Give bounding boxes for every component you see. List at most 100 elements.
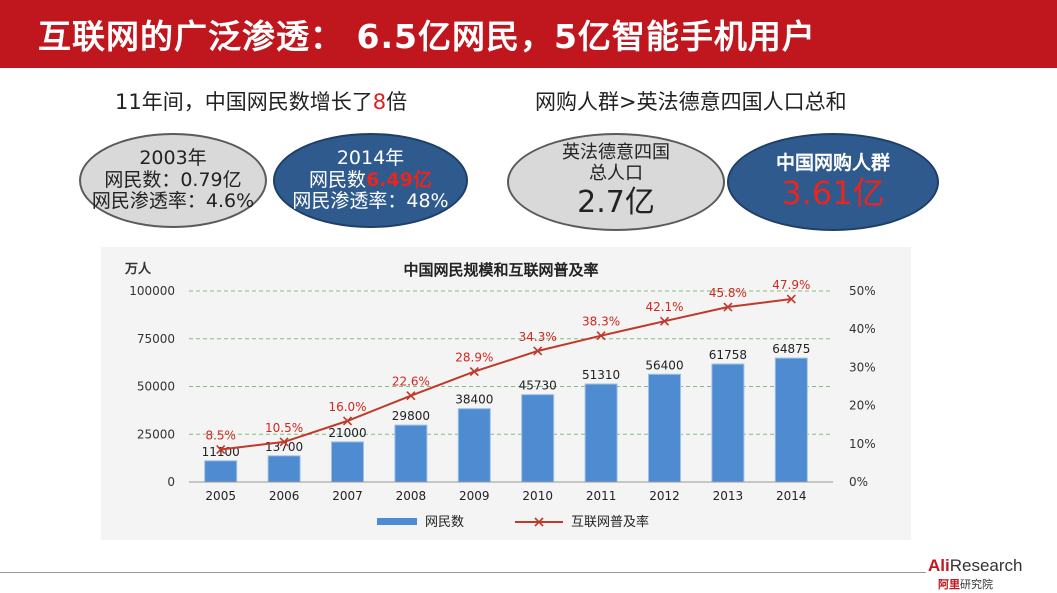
rate-marker (596, 331, 606, 341)
logo-cn-a: 阿里 (938, 578, 960, 591)
rate-marker (723, 302, 733, 312)
aliresearch-logo: AliResearch 阿里研究院 (928, 556, 1053, 591)
rate-marker-stroke (469, 367, 479, 377)
bar (584, 383, 618, 483)
rate-marker-stroke (279, 437, 289, 447)
rate-value-label: 28.9% (455, 351, 493, 365)
rate-value-label: 42.1% (645, 300, 683, 314)
right-subtitle: 网购人群>英法德意四国人口总和 (535, 90, 847, 114)
rate-marker-stroke (216, 444, 226, 455)
combo-chart: 中国网民规模和互联网普及率 万人 11100 137002100029800384… (124, 261, 876, 530)
y-right-tick-label: 0% (849, 475, 868, 489)
bubble-cn-shoppers: 中国网购人群 3.61亿 (727, 133, 939, 231)
left-subtitle-highlight: 8 (372, 90, 387, 114)
rate-marker (342, 416, 353, 426)
rate-marker-stroke (659, 316, 670, 326)
bubble-eu-population: 英法德意四国 总人口 2.7亿 (507, 133, 725, 231)
bar (521, 394, 555, 483)
bar-value-label: 64875 (772, 342, 810, 356)
legend-line-label: 互联网普及率 (571, 514, 649, 530)
logo-cn: 阿里研究院 (938, 576, 993, 592)
rate-marker (469, 367, 479, 377)
bubble-2014-year: 2014年 (336, 146, 405, 169)
rate-marker-stroke (533, 346, 543, 356)
rate-line: 8.5% 10.5% 16.0% 22.6% 28.9% 34.3% 38.3% 42.1% 4… (205, 278, 810, 455)
axes: 0 25000 50000 75000 100000 0% 10% 20% 30% 40% 50% 2… (129, 284, 875, 503)
x-tick-label: 2014 (776, 489, 807, 503)
bubble-2014-users: 网民数6.49亿 (309, 168, 432, 192)
y-left-tick-label: 0 (167, 475, 175, 489)
y-right-tick-label: 10% (849, 437, 876, 451)
bar (204, 460, 238, 483)
bar (267, 455, 301, 483)
x-tick-label: 2008 (396, 489, 427, 503)
rate-value-label: 38.3% (582, 315, 620, 329)
legend-bar-label: 网民数 (425, 515, 464, 530)
bar (648, 373, 681, 483)
rate-marker-stroke (786, 294, 796, 304)
left-subtitle-suffix: 倍 (386, 90, 408, 114)
rate-marker-stroke (596, 331, 606, 341)
bar (711, 363, 745, 483)
bubble-cn-value: 3.61亿 (781, 173, 885, 212)
bar-value-label: 11100 (202, 445, 240, 459)
bubble-2003-year: 2003年 (139, 146, 207, 169)
bubble-2003-users: 网民数：0.79亿 (104, 168, 242, 191)
bubble-eu-line2: 总人口 (589, 162, 643, 184)
rate-marker-stroke (723, 302, 733, 312)
rate-marker (406, 391, 416, 401)
left-subtitle-prefix: 11年间，中国网民数增长了 (115, 90, 373, 114)
rate-marker-stroke (342, 416, 353, 426)
x-tick-label: 2013 (713, 489, 744, 503)
rate-marker (216, 444, 226, 455)
y-left-tick-label: 75000 (137, 332, 175, 346)
bubble-2003-rate: 网民渗透率：4.6% (91, 190, 255, 213)
rate-marker (279, 437, 289, 447)
y-left-tick-label: 50000 (137, 380, 175, 394)
rate-line-path (220, 298, 792, 451)
rate-value-label: 45.8% (709, 286, 747, 300)
rate-value-label: 34.3% (519, 330, 557, 344)
rate-value-label: 47.9% (772, 278, 810, 292)
y-right-tick-label: 40% (849, 322, 876, 336)
y-right-tick-label: 30% (849, 360, 876, 374)
title-bar: 互联网的广泛渗透： 6.5亿网民，5亿智能手机用户 (0, 0, 1057, 68)
y-left-label: 万人 (124, 261, 152, 277)
logo-ali: Ali (928, 556, 950, 575)
x-tick-label: 2012 (649, 489, 680, 503)
bar-value-label: 51310 (582, 368, 620, 382)
bar-value-label: 45730 (519, 379, 557, 393)
rate-value-label: 16.0% (328, 400, 366, 414)
rate-marker (659, 316, 670, 326)
y-right-tick-label: 50% (849, 284, 876, 298)
y-left-tick-label: 25000 (137, 427, 175, 441)
page-title: 互联网的广泛渗透： 6.5亿网民，5亿智能手机用户 (38, 17, 816, 56)
rate-marker (533, 346, 543, 356)
bubble-2014-users-label: 网民数 (309, 168, 367, 191)
logo-research: Research (949, 556, 1023, 575)
bars: 11100 13700210002980038400457305131056400… (202, 342, 810, 483)
left-subtitle: 11年间，中国网民数增长了8倍 (115, 86, 407, 116)
legend: 网民数 互联网普及率 (377, 514, 649, 530)
bar (331, 441, 364, 483)
x-tick-label: 2010 (522, 489, 553, 503)
bar-value-label: 61758 (709, 348, 747, 362)
y-left-tick-label: 100000 (129, 284, 175, 298)
rate-marker-stroke (406, 391, 416, 401)
bubble-eu-line1: 英法德意四国 (562, 142, 670, 164)
rate-value-label: 8.5% (205, 429, 236, 443)
y-right-tick-label: 20% (849, 399, 876, 413)
chart-area: 中国网民规模和互联网普及率 万人 11100 13700 21000 29800 384… (101, 247, 911, 540)
bubble-2003: 2003年 网民数：0.79亿 网民渗透率：4.6% (79, 133, 267, 228)
gridlines (189, 290, 833, 435)
logo-cn-b: 研究院 (960, 578, 993, 591)
bubble-eu-value: 2.7亿 (577, 185, 655, 221)
bar (774, 357, 808, 483)
bar (457, 408, 491, 483)
legend-line-marker (534, 517, 544, 527)
legend-bar-swatch (377, 518, 417, 525)
bubble-2014-users-value: 6.49亿 (366, 168, 432, 191)
rate-value-label: 22.6% (392, 375, 430, 389)
bubble-cn-line1: 中国网购人群 (775, 151, 890, 174)
x-tick-label: 2011 (586, 489, 617, 503)
